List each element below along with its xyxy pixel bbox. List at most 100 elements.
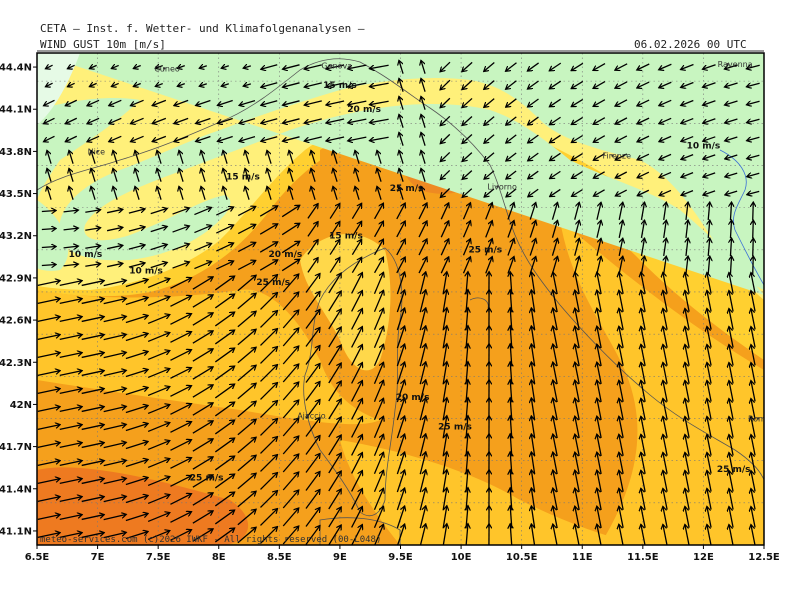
wind-arrow bbox=[59, 461, 82, 467]
wind-arrow bbox=[419, 326, 426, 349]
wind-arrow bbox=[133, 65, 141, 68]
wind-arrow bbox=[111, 83, 119, 86]
wind-arrow bbox=[440, 61, 451, 72]
wind-arrow bbox=[326, 100, 345, 105]
wind-arrow bbox=[703, 154, 716, 159]
wind-arrow bbox=[596, 220, 601, 238]
wind-arrow bbox=[170, 440, 191, 451]
wind-arrow bbox=[37, 461, 60, 467]
wind-arrow bbox=[396, 221, 405, 238]
wind-arrow bbox=[106, 209, 123, 214]
wind-arrow bbox=[351, 221, 361, 238]
wind-arrow bbox=[217, 117, 233, 124]
wind-arrow bbox=[328, 399, 341, 420]
wind-arrow bbox=[373, 272, 383, 294]
wind-arrow bbox=[106, 263, 123, 268]
wind-arrow bbox=[281, 205, 300, 218]
wind-arrow bbox=[237, 242, 256, 253]
wind-arrow bbox=[373, 344, 383, 366]
wind-arrow bbox=[157, 168, 162, 182]
wind-arrow bbox=[421, 150, 426, 164]
wind-arrow bbox=[681, 63, 694, 69]
wind-arrow bbox=[377, 186, 382, 200]
wind-arrow bbox=[214, 402, 234, 417]
wind-arrow bbox=[147, 531, 170, 541]
wind-arrow bbox=[41, 264, 56, 265]
wind-arrow bbox=[329, 239, 340, 255]
wind-arrow bbox=[69, 150, 74, 164]
isoline-label: 25 m/s bbox=[438, 423, 472, 433]
wind-arrow bbox=[214, 312, 234, 327]
wind-arrow bbox=[201, 168, 206, 182]
wind-arrow bbox=[87, 135, 100, 141]
wind-arrow bbox=[69, 186, 74, 200]
wind-arrow bbox=[373, 362, 383, 384]
wind-arrow bbox=[725, 172, 738, 177]
wind-arrow bbox=[328, 489, 341, 510]
wind-arrow bbox=[125, 423, 148, 432]
wind-arrow bbox=[281, 223, 300, 236]
wind-arrow bbox=[216, 261, 233, 270]
wind-arrow bbox=[396, 239, 405, 256]
gust-field-30plus bbox=[37, 467, 249, 545]
wind-arrow bbox=[399, 150, 404, 164]
wind-arrow bbox=[47, 150, 52, 164]
wind-arrow bbox=[663, 524, 668, 545]
wind-arrow bbox=[419, 290, 426, 313]
wind-arrow bbox=[328, 471, 341, 492]
wind-arrow bbox=[615, 189, 628, 196]
wind-arrow bbox=[113, 186, 118, 200]
wind-arrow bbox=[351, 471, 363, 492]
wind-arrow bbox=[396, 416, 404, 439]
wind-arrow bbox=[484, 80, 495, 90]
wind-arrow bbox=[304, 118, 322, 123]
wind-arrow bbox=[575, 524, 580, 545]
wind-arrow bbox=[571, 152, 583, 161]
river bbox=[719, 149, 764, 286]
wind-arrow bbox=[201, 150, 206, 164]
wind-arrow bbox=[506, 116, 517, 125]
lon-tick-label: 10.5E bbox=[506, 552, 538, 563]
wind-arrow bbox=[192, 367, 213, 380]
wind-arrow bbox=[440, 169, 451, 179]
wind-arrow bbox=[574, 202, 580, 220]
wind-arrow bbox=[593, 117, 606, 125]
wind-arrow bbox=[529, 220, 536, 238]
wind-arrow bbox=[703, 172, 716, 177]
wind-arrow bbox=[328, 507, 341, 528]
wind-arrow bbox=[421, 60, 426, 74]
isoline-label: 10 m/s bbox=[69, 250, 103, 260]
lat-tick-label: 42.3N bbox=[0, 358, 32, 369]
wind-arrow bbox=[81, 479, 105, 485]
wind-arrow bbox=[597, 524, 602, 545]
wind-arrow bbox=[192, 457, 213, 470]
wind-arrow bbox=[106, 227, 123, 232]
wind-arrow bbox=[328, 273, 341, 294]
isoline-label: 25 m/s bbox=[256, 278, 290, 288]
wind-arrow bbox=[85, 264, 100, 267]
wind-arrow bbox=[641, 220, 644, 238]
wind-arrow bbox=[637, 117, 650, 124]
wind-arrow bbox=[440, 133, 451, 143]
wind-arrow bbox=[574, 220, 580, 238]
wind-arrow bbox=[637, 135, 650, 142]
wind-arrow bbox=[462, 134, 473, 144]
wind-arrow bbox=[214, 348, 234, 363]
wind-arrow bbox=[326, 64, 345, 69]
wind-arrow bbox=[593, 189, 605, 196]
wind-arrow bbox=[329, 257, 340, 273]
wind-arrow bbox=[282, 346, 299, 365]
wind-arrow bbox=[65, 99, 78, 105]
wind-arrow bbox=[304, 82, 322, 87]
wind-arrow bbox=[259, 224, 278, 235]
wind-arrow bbox=[531, 524, 536, 545]
wind-arrow bbox=[128, 209, 145, 214]
wind-arrow bbox=[462, 188, 473, 198]
wind-arrow bbox=[421, 132, 426, 146]
wind-arrow bbox=[81, 299, 105, 305]
wind-arrow bbox=[373, 452, 383, 474]
wind-arrow bbox=[223, 186, 228, 200]
wind-arrow bbox=[551, 202, 557, 220]
wind-arrow bbox=[59, 479, 82, 485]
